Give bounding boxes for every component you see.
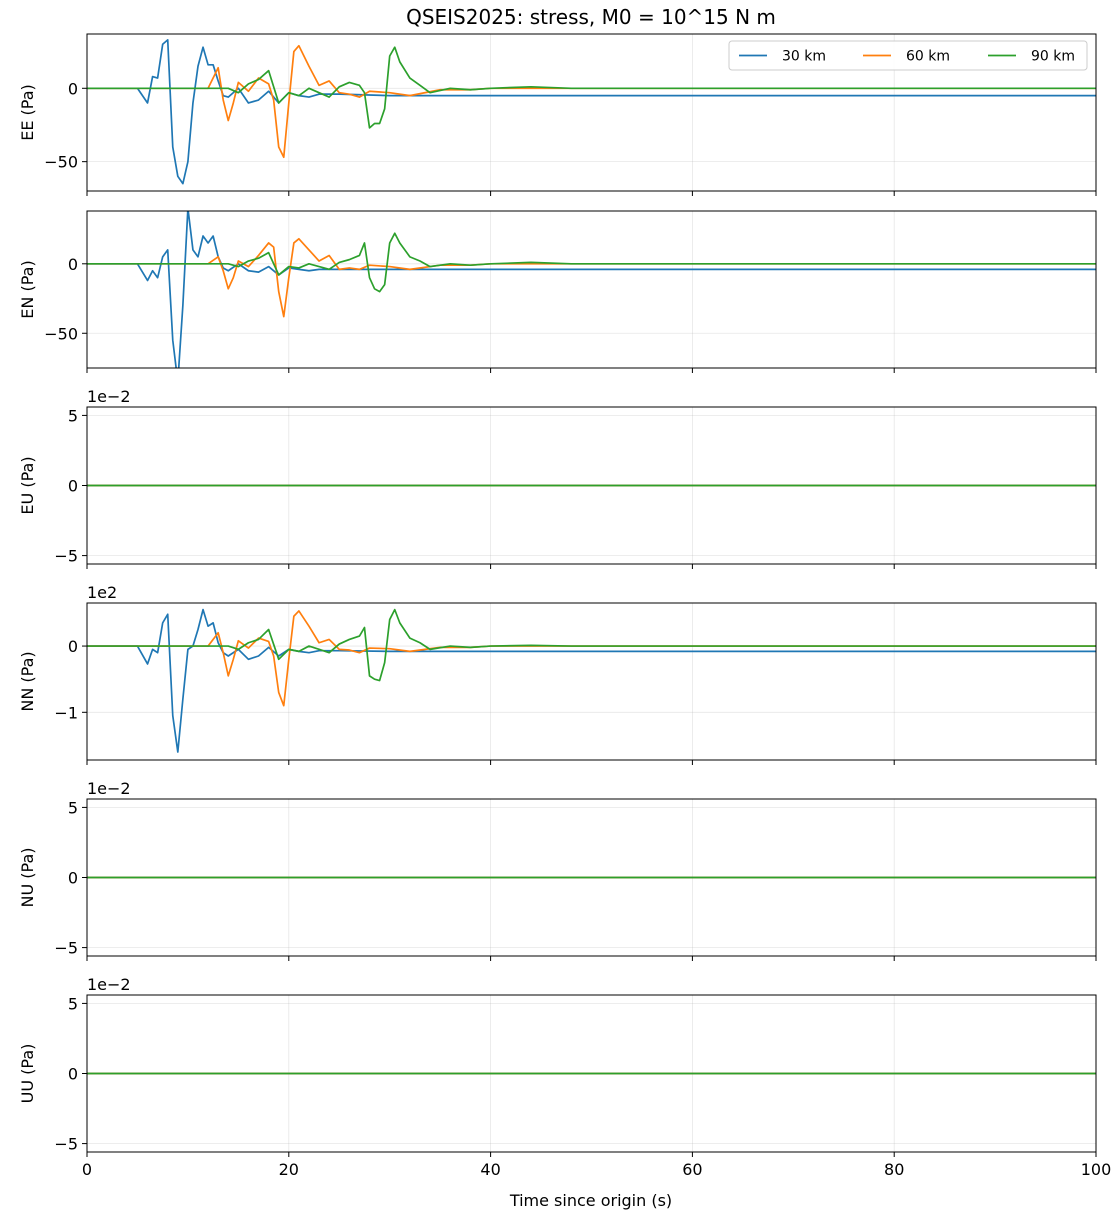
axes-frame <box>86 210 1097 369</box>
series-line-60-km <box>87 44 1096 159</box>
panel-ee: 0 −50 EE (Pa) <box>18 33 1097 196</box>
y-tick-label: 5 <box>68 798 78 817</box>
y-tick-label: 5 <box>68 994 78 1013</box>
axes-frame <box>86 406 1097 565</box>
x-axis-label: Time since origin (s) <box>509 1191 672 1210</box>
series-line-90-km <box>87 232 1096 293</box>
panel-eu: 5 0 −5 EU (Pa) 1e−2 <box>18 387 1097 569</box>
y-tick-label: −1 <box>54 703 78 722</box>
y-axis-label: NN (Pa) <box>18 651 37 711</box>
y-axis-label: UU (Pa) <box>18 1044 37 1104</box>
y-tick-label: 0 <box>68 477 78 496</box>
chart-title: QSEIS2025: stress, M0 = 10^15 N m <box>406 5 776 29</box>
legend-box <box>728 40 1088 71</box>
y-tick-label: 0 <box>68 637 78 656</box>
series-line-90-km <box>87 46 1096 129</box>
x-tick-label: 60 <box>682 1160 702 1179</box>
axes-frame <box>86 798 1097 957</box>
y-tick-label: 0 <box>68 79 78 98</box>
y-tick-label: −5 <box>54 939 78 958</box>
y-tick-label: −50 <box>44 153 78 172</box>
x-tick-label: 0 <box>82 1160 92 1179</box>
x-tick-label: 100 <box>1081 1160 1112 1179</box>
axes-frame <box>86 602 1097 761</box>
x-tick-label: 20 <box>279 1160 299 1179</box>
legend-label: 90 km <box>1031 49 1075 65</box>
x-tick-label: 80 <box>884 1160 904 1179</box>
series-group <box>87 211 1096 368</box>
y-tick-label: −5 <box>54 1135 78 1154</box>
y-axis-label: EN (Pa) <box>18 260 37 318</box>
series-group <box>87 39 1096 185</box>
series-line-30-km <box>87 211 1096 368</box>
y-tick-label: 0 <box>68 869 78 888</box>
y-axis-label: NU (Pa) <box>18 848 37 908</box>
series-line-60-km <box>87 610 1096 707</box>
y-tick-label: −5 <box>54 547 78 566</box>
axes-frame <box>86 33 1097 192</box>
y-axis-label: EE (Pa) <box>18 84 37 141</box>
offset-text: 1e−2 <box>87 387 131 406</box>
y-axis-label: EU (Pa) <box>18 456 37 514</box>
panel-nu: 5 0 −5 NU (Pa) 1e−2 <box>18 779 1097 961</box>
y-tick-label: −50 <box>44 324 78 343</box>
offset-text: 1e2 <box>87 583 117 602</box>
legend-label: 60 km <box>906 49 950 65</box>
legend: 30 km 60 km 90 km <box>728 40 1088 71</box>
y-tick-label: 0 <box>68 1065 78 1084</box>
x-tick-label: 40 <box>480 1160 500 1179</box>
offset-text: 1e−2 <box>87 779 131 798</box>
series-line-90-km <box>87 608 1096 682</box>
series-group <box>87 608 1096 753</box>
y-tick-label: 5 <box>68 406 78 425</box>
offset-text: 1e−2 <box>87 975 131 994</box>
legend-label: 30 km <box>782 49 826 65</box>
axes-frame <box>86 994 1097 1153</box>
series-line-30-km <box>87 608 1096 753</box>
y-tick-label: 0 <box>68 255 78 274</box>
series-line-60-km <box>87 237 1096 318</box>
panel-nn: 0 −1 NN (Pa) 1e2 <box>18 583 1097 765</box>
panel-en: 0 −50 EN (Pa) <box>18 210 1097 373</box>
